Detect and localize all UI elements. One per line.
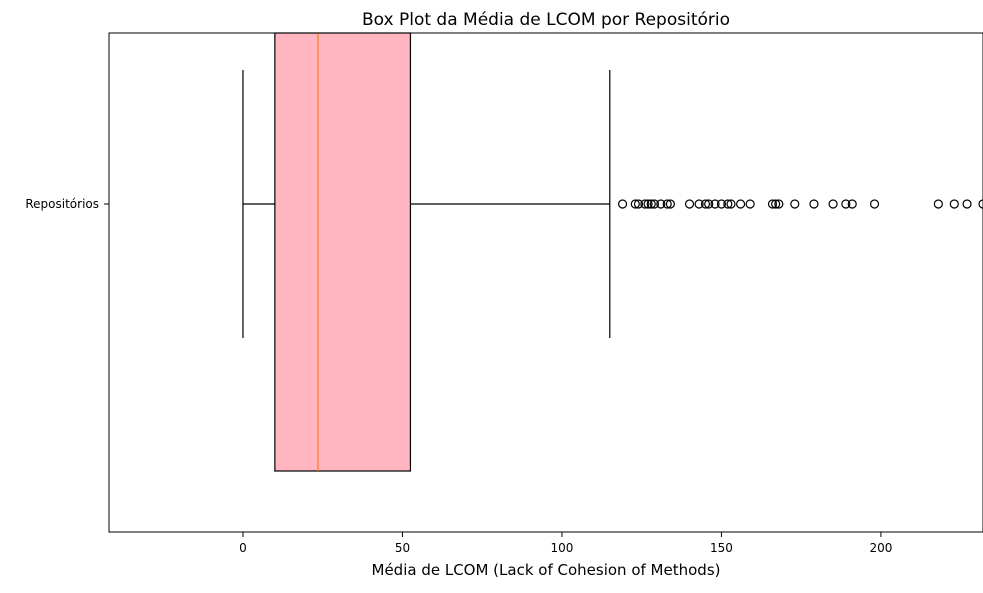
outlier-point — [656, 199, 666, 209]
outlier-point — [646, 199, 656, 209]
plot-frame — [108, 32, 983, 533]
outlier-point — [745, 199, 755, 209]
y-tick-label: Repositórios — [25, 197, 99, 211]
x-tick-label: 0 — [239, 541, 247, 555]
outlier-point — [771, 199, 781, 209]
plot-area: 0 50 100 150 200 Repositórios — [25, 32, 983, 555]
x-tick-label: 150 — [710, 541, 733, 555]
x-tick-label: 50 — [395, 541, 410, 555]
x-axis-title: Média de LCOM (Lack of Cohesion of Metho… — [372, 561, 721, 579]
outlier-point — [700, 199, 711, 209]
outlier-point — [949, 199, 959, 209]
outlier-point — [809, 199, 819, 209]
outlier-point — [841, 199, 851, 209]
outlier-point — [735, 199, 746, 209]
outlier-point — [978, 199, 983, 209]
iqr-box — [274, 32, 412, 472]
outlier-point — [774, 199, 784, 209]
outlier-point — [617, 199, 628, 209]
outlier-point — [933, 199, 943, 209]
outlier-point — [790, 199, 800, 209]
outlier-point — [694, 199, 704, 209]
outlier-point — [828, 199, 838, 209]
chart-title: Box Plot da Média de LCOM por Repositóri… — [362, 10, 730, 30]
outlier-point — [847, 199, 857, 209]
outlier-point — [723, 199, 733, 209]
x-tick-label: 200 — [869, 541, 892, 555]
outlier-point — [640, 199, 650, 209]
outlier-point — [649, 199, 660, 209]
outlier-point — [767, 199, 778, 209]
outlier-point — [643, 199, 653, 209]
outlier-point — [726, 199, 736, 209]
outlier-point — [710, 199, 720, 209]
outlier-point — [633, 199, 644, 209]
outlier-point — [704, 199, 714, 209]
x-tick-label: 100 — [550, 541, 573, 555]
outlier-point — [716, 199, 727, 209]
outlier-point — [665, 199, 676, 209]
outlier-point — [630, 199, 640, 209]
outlier-point — [869, 199, 880, 209]
outlier-point — [962, 199, 972, 209]
outlier-point — [662, 199, 672, 209]
outlier-point — [684, 199, 695, 209]
